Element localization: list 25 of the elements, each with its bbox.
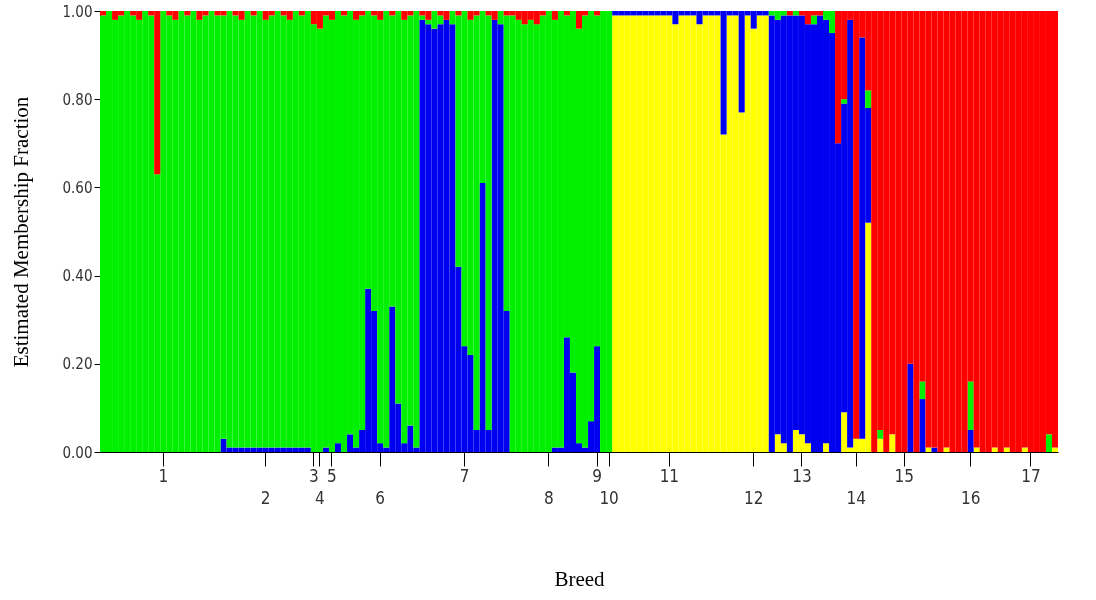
x-tick-label: 17 [1021, 465, 1041, 486]
x-axis-title: Breed [554, 566, 606, 591]
y-tick-label: 0.40 [62, 267, 93, 286]
y-tick-label: 1.00 [62, 2, 93, 21]
x-tick-label: 2 [260, 487, 271, 508]
x-tick-label: 9 [592, 465, 602, 486]
x-tick-label: 14 [846, 487, 866, 508]
x-tick-label: 5 [327, 465, 337, 486]
y-tick-label: 0.80 [62, 90, 93, 109]
x-tick-label: 7 [459, 465, 470, 486]
x-tick-label: 8 [544, 487, 554, 508]
x-tick-label: 10 [599, 487, 619, 508]
x-tick-label: 12 [744, 487, 764, 508]
x-tick-label: 1 [158, 465, 169, 486]
y-tick-label: 0.00 [62, 443, 93, 462]
x-tick-label: 6 [375, 487, 386, 508]
x-tick-label: 16 [960, 487, 981, 508]
x-tick-label: 4 [315, 487, 325, 508]
y-axis-title: Estimated Membership Fraction [9, 96, 34, 368]
y-tick-label: 0.20 [62, 355, 93, 374]
x-tick-label: 11 [659, 465, 680, 486]
x-tick-label: 15 [894, 465, 915, 486]
y-tick-label: 0.60 [62, 178, 93, 197]
x-tick-label: 13 [792, 465, 812, 486]
x-tick-label: 3 [309, 465, 319, 486]
